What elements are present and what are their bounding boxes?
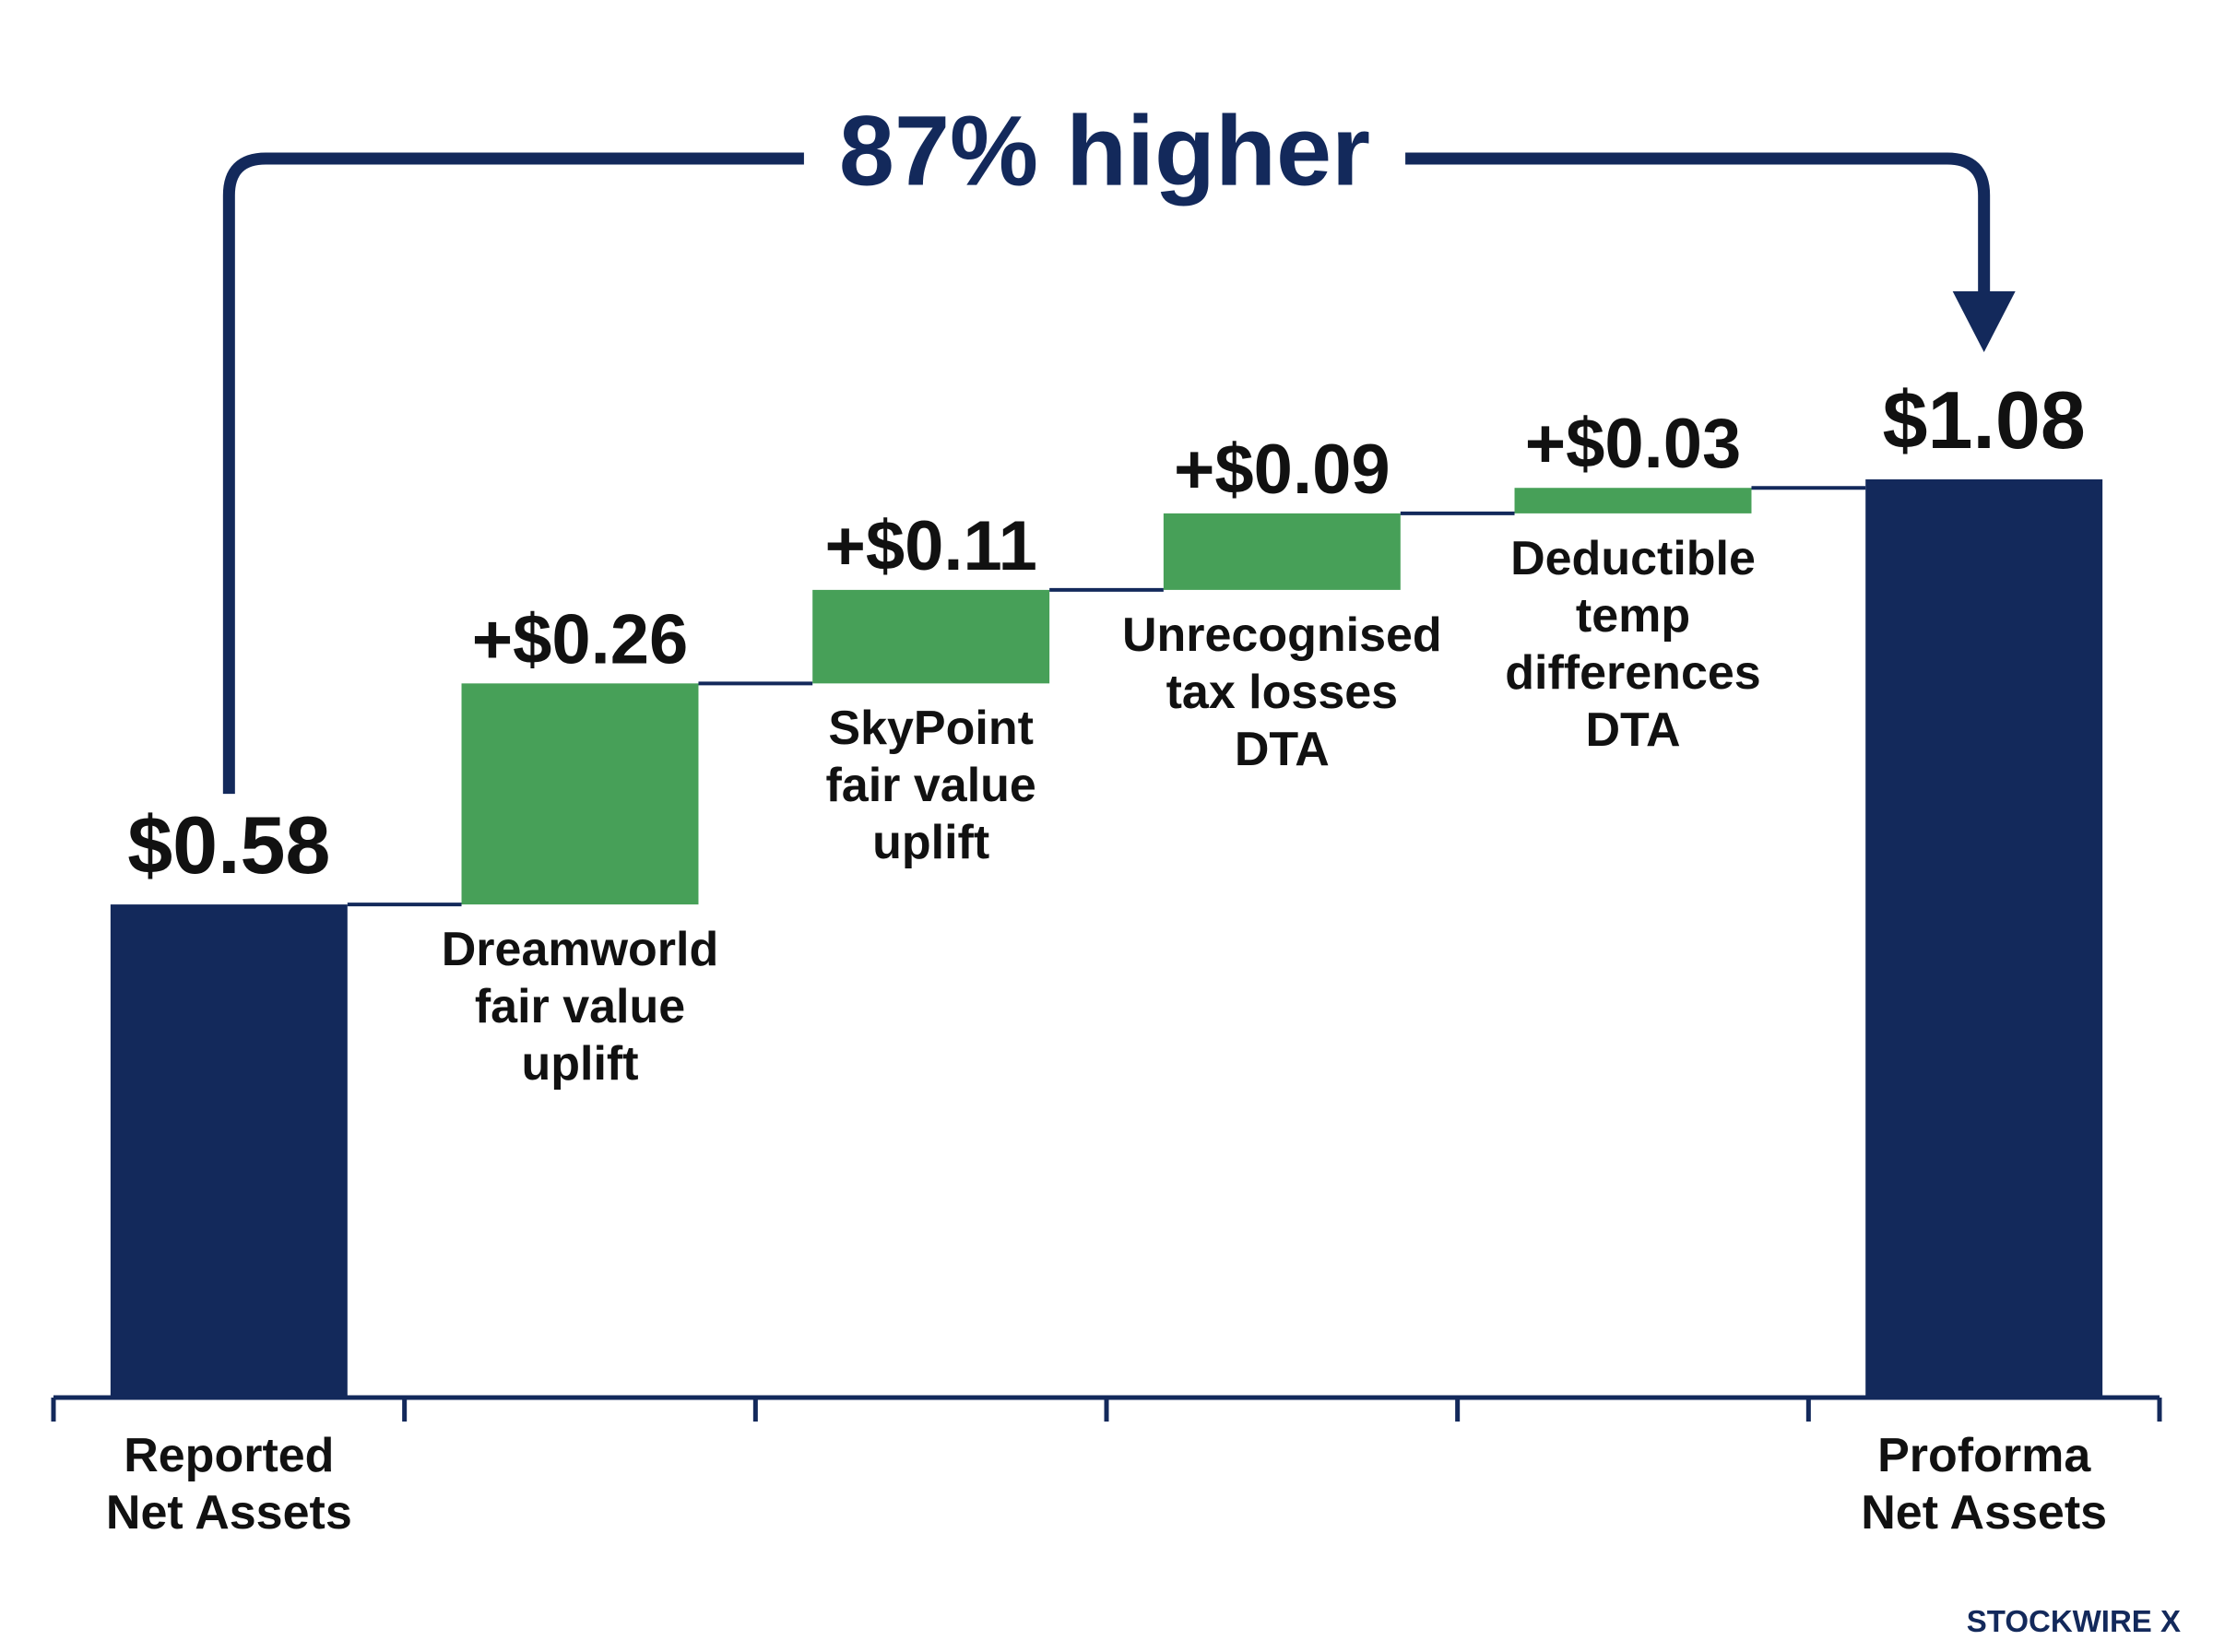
x-tick-label: Reported Net Assets — [105, 1429, 352, 1540]
category-label: Deductible temp differences DTA — [1505, 531, 1761, 757]
bar — [1163, 513, 1401, 590]
x-tick-label: Proforma Net Assets — [1861, 1429, 2108, 1540]
bar — [812, 589, 1050, 684]
category-label: Unrecognised tax losses DTA — [1121, 608, 1442, 776]
value-label: $0.58 — [127, 799, 330, 891]
value-label: +$0.26 — [472, 600, 689, 678]
arrow-head — [1952, 291, 2016, 352]
bracket — [1405, 152, 1991, 295]
annotation: 87% higher — [839, 95, 1370, 206]
value-label: +$0.11 — [824, 507, 1036, 585]
value-label: $1.08 — [1883, 374, 2086, 466]
bar — [461, 683, 699, 905]
brand: STOCKWIRE X — [1967, 1604, 2181, 1638]
category-label: Dreamworld fair value uplift — [441, 923, 719, 1092]
bracket — [222, 152, 804, 795]
bar — [1514, 488, 1752, 513]
category-label: SkyPoint fair value uplift — [825, 702, 1036, 870]
bar — [110, 904, 348, 1398]
value-label: +$0.03 — [1525, 405, 1742, 483]
bar — [1865, 479, 2103, 1398]
value-label: +$0.09 — [1174, 431, 1391, 509]
